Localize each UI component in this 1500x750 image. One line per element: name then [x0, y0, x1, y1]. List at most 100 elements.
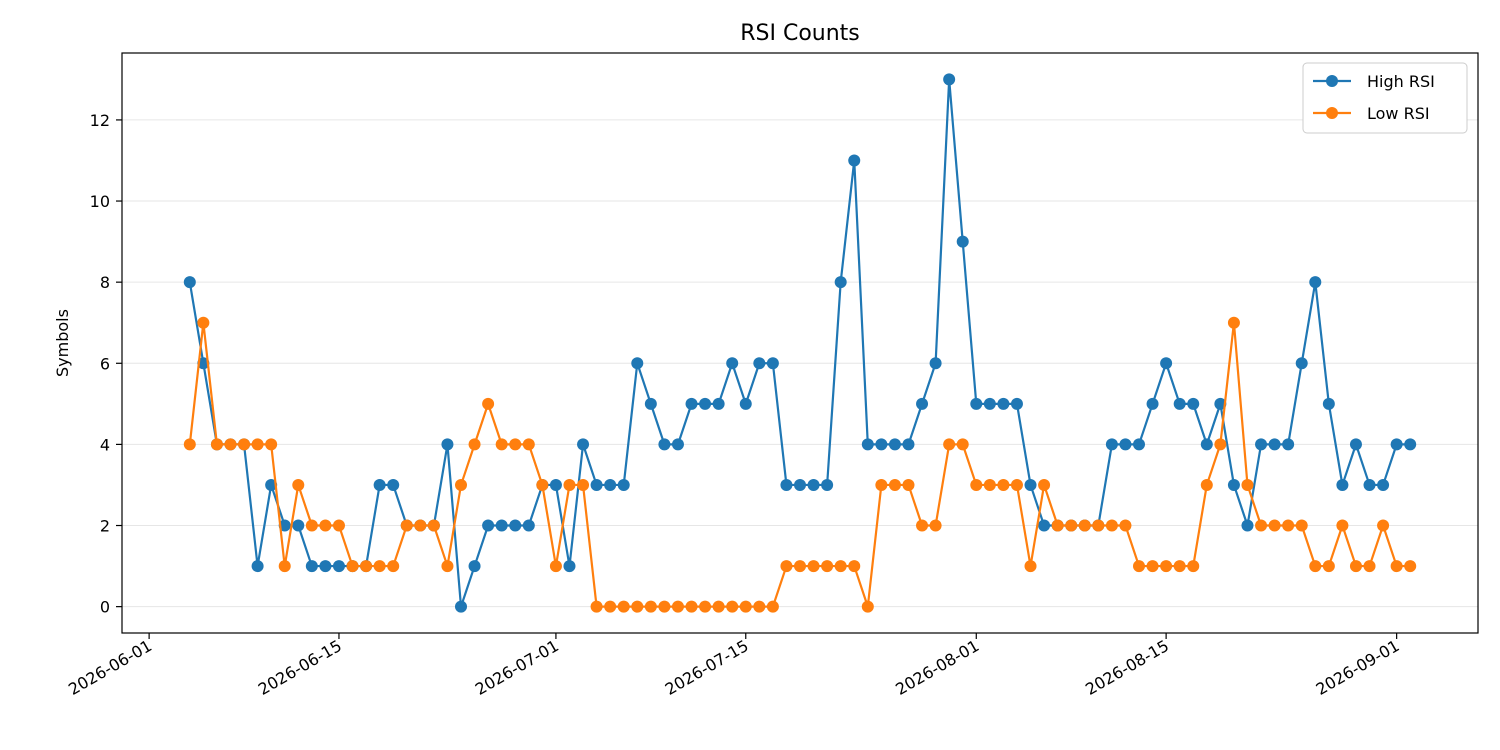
data-point — [197, 316, 210, 329]
data-point — [468, 560, 481, 573]
data-point — [1065, 519, 1078, 532]
data-point — [821, 560, 834, 573]
data-point — [1241, 519, 1254, 532]
data-point — [807, 478, 820, 491]
data-point — [441, 560, 454, 573]
data-point — [455, 478, 467, 491]
data-point — [1309, 276, 1322, 289]
y-tick-label: 6 — [100, 354, 110, 373]
data-point — [332, 519, 345, 532]
data-point — [875, 478, 888, 491]
data-point — [1173, 397, 1186, 410]
data-point — [1268, 519, 1281, 532]
data-point — [848, 154, 861, 167]
data-point — [1349, 438, 1362, 451]
data-point — [387, 560, 400, 573]
data-point — [1010, 478, 1023, 491]
data-point — [1377, 478, 1390, 491]
legend-label: High RSI — [1367, 72, 1435, 91]
data-point — [739, 600, 752, 613]
data-point — [319, 519, 332, 532]
data-point — [1282, 438, 1295, 451]
data-point — [387, 478, 400, 491]
data-point — [549, 478, 562, 491]
data-point — [1295, 357, 1308, 370]
data-point — [780, 478, 793, 491]
data-point — [1322, 560, 1335, 573]
data-point — [604, 478, 617, 491]
data-point — [1200, 438, 1213, 451]
data-point — [956, 235, 969, 248]
x-tick-label: 2026-09-01 — [1313, 636, 1403, 699]
data-point — [265, 438, 278, 451]
data-point — [1133, 560, 1145, 573]
data-point — [943, 438, 956, 451]
data-point — [292, 519, 305, 532]
data-point — [644, 600, 657, 613]
data-point — [1309, 560, 1322, 573]
data-point — [1160, 357, 1173, 370]
data-point — [1363, 478, 1376, 491]
data-point — [970, 397, 983, 410]
data-point — [590, 478, 603, 491]
data-point — [753, 600, 766, 613]
x-tick-label: 2026-08-01 — [892, 636, 982, 699]
data-point — [1255, 519, 1268, 532]
data-point — [1038, 519, 1051, 532]
data-point — [238, 438, 251, 451]
grid-lines — [122, 119, 1478, 608]
x-tick-label: 2026-06-15 — [255, 636, 345, 699]
data-point — [1133, 438, 1145, 451]
data-point — [699, 397, 712, 410]
data-point — [685, 600, 698, 613]
chart-title: RSI Counts — [740, 21, 860, 46]
y-tick-label: 0 — [100, 598, 110, 617]
data-point — [495, 519, 508, 532]
data-point — [346, 560, 359, 573]
data-point — [821, 478, 834, 491]
data-point — [848, 560, 861, 573]
legend-swatch-marker — [1326, 75, 1338, 87]
y-tick-label: 4 — [100, 435, 110, 454]
data-point — [305, 519, 318, 532]
data-point — [658, 438, 671, 451]
series-line — [188, 78, 1411, 608]
data-point — [807, 560, 820, 573]
data-point — [617, 600, 630, 613]
y-axis-label: Symbols — [53, 309, 72, 377]
data-point — [522, 519, 535, 532]
data-point — [1010, 397, 1023, 410]
data-point — [400, 519, 413, 532]
data-point — [1322, 397, 1335, 410]
data-point — [685, 397, 698, 410]
data-point — [604, 600, 617, 613]
data-point — [997, 478, 1010, 491]
data-point — [1214, 397, 1227, 410]
data-point — [1390, 560, 1403, 573]
x-axis: 2026-06-01 2026-06-15 2026-07-01 2026-07-15… — [65, 633, 1403, 699]
data-point — [766, 600, 779, 613]
legend: High RSI Low RSI — [1302, 62, 1468, 134]
data-point — [1119, 438, 1132, 451]
data-point — [631, 600, 644, 613]
data-point — [658, 600, 671, 613]
data-point — [1187, 397, 1200, 410]
data-point — [726, 600, 739, 613]
data-point — [1105, 438, 1118, 451]
data-point — [1051, 519, 1064, 532]
data-point — [563, 560, 576, 573]
data-point — [780, 560, 793, 573]
data-point — [617, 478, 630, 491]
data-point — [549, 560, 562, 573]
data-point — [332, 560, 345, 573]
data-point — [644, 397, 657, 410]
data-point — [794, 478, 806, 491]
data-point — [1214, 438, 1227, 451]
data-point — [902, 478, 915, 491]
data-point — [983, 478, 996, 491]
plot-frame — [121, 52, 1479, 634]
x-tick-label: 2026-08-15 — [1082, 636, 1172, 699]
data-point — [563, 478, 576, 491]
legend-swatch-marker — [1326, 107, 1338, 119]
